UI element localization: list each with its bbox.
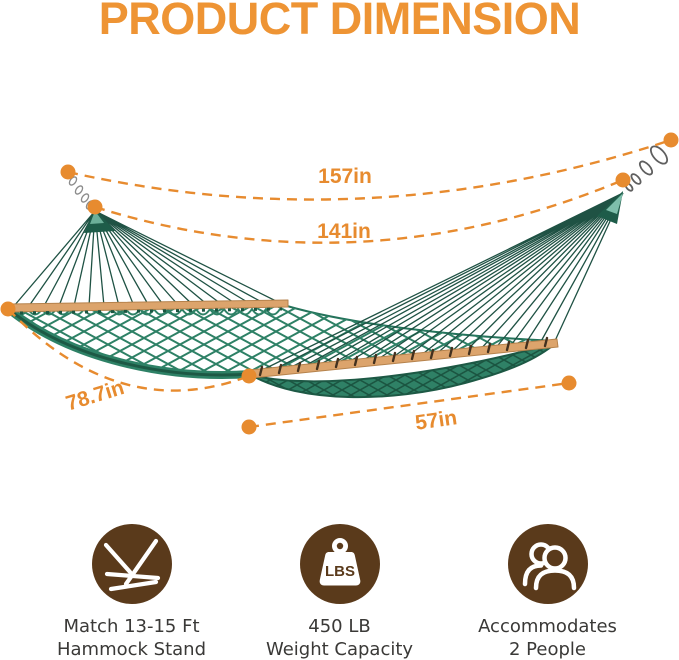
feature-caption-line: 2 People <box>509 639 586 660</box>
feature-caption: Match 13-15 Ft Hammock Stand <box>57 615 206 660</box>
feature-caption: 450 LB Weight Capacity <box>266 615 413 660</box>
dimension-dot <box>60 164 76 180</box>
dimension-label-diagonal-width: 78.7in <box>63 376 127 415</box>
feature-caption-line: 450 LB <box>308 616 371 637</box>
lbs-badge: LBS <box>325 563 355 580</box>
feature-caption-line: Match 13-15 Ft <box>63 616 200 637</box>
hammock-illustration: 157in 141in 78.7in 57in <box>0 132 679 435</box>
feature-weight-capacity: LBS 450 LB Weight Capacity <box>259 524 421 660</box>
front-spreader-bar <box>248 336 559 379</box>
dimension-dot <box>87 199 103 215</box>
feature-hammock-stand: Match 13-15 Ft Hammock Stand <box>51 524 213 660</box>
feature-caption-line: Weight Capacity <box>265 639 414 660</box>
right-chain <box>624 145 669 192</box>
net-fringe <box>250 342 557 399</box>
dimension-dot <box>241 419 257 435</box>
dimension-dot <box>241 368 257 384</box>
feature-caption-line: Accommodates <box>478 616 617 637</box>
feature-two-people: Accommodates 2 People <box>467 524 629 660</box>
features-row: Match 13-15 Ft Hammock Stand LBS 450 LB … <box>0 524 679 660</box>
weight-capacity-icon: LBS <box>299 524 380 604</box>
dimension-bar-width: 57in <box>241 375 577 435</box>
dimension-annotations: 157in 141in 78.7in 57in <box>0 132 679 435</box>
dimension-label-bed-length: 141in <box>317 220 371 243</box>
dimension-bed-length: 141in <box>87 172 631 244</box>
dimension-label-total-length: 157in <box>318 165 372 188</box>
bar-pegs <box>258 336 549 377</box>
feature-caption: Accommodates 2 People <box>478 615 617 660</box>
dimension-label-bar-width: 57in <box>414 406 459 435</box>
dimension-dot <box>561 375 577 391</box>
hammock-stand-icon <box>91 524 172 604</box>
two-people-icon <box>507 524 588 604</box>
dimension-dot <box>663 132 679 148</box>
dimension-total-length: 157in <box>60 132 679 201</box>
right-suspension-ropes <box>253 191 624 375</box>
dimension-dot <box>615 172 631 188</box>
dimension-dot <box>0 301 16 317</box>
left-suspension-ropes <box>13 209 287 307</box>
feature-caption-line: Hammock Stand <box>56 639 207 660</box>
page-title: PRODUCT DIMENSION <box>98 0 581 44</box>
